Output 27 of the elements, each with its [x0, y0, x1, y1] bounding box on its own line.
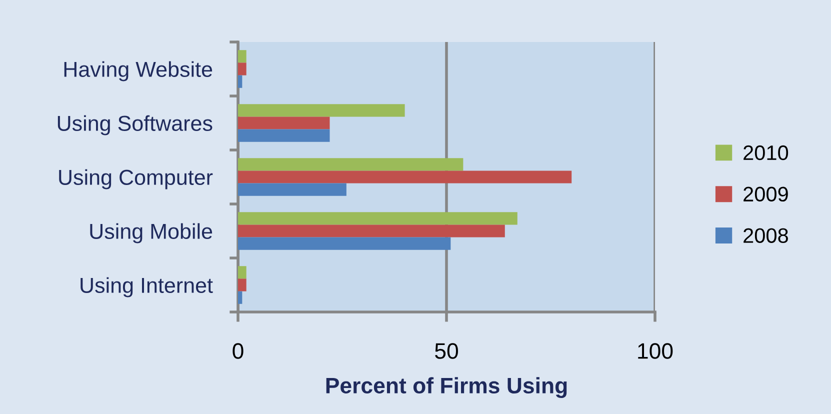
bar: [238, 129, 330, 142]
bar: [238, 212, 518, 225]
bar: [238, 224, 505, 238]
bar: [238, 116, 330, 130]
x-tick-label: 100: [638, 343, 673, 359]
bar: [238, 237, 451, 250]
bar: [238, 278, 246, 292]
bar: [238, 291, 242, 304]
legend-label: 2008: [744, 228, 788, 243]
legend-label: 2010: [744, 145, 788, 160]
y-tick-label: Using Softwares: [58, 115, 212, 136]
bar: [238, 158, 464, 171]
x-tick-label: 0: [232, 343, 244, 359]
x-axis-title: Percent of Firms Using: [326, 377, 567, 398]
y-tick-label: Using Mobile: [90, 223, 212, 244]
bar: [238, 50, 246, 63]
legend-label: 2009: [744, 186, 788, 202]
y-tick-label: Using Computer: [59, 169, 213, 190]
bar: [238, 170, 572, 184]
y-tick-label: Having Website: [64, 61, 212, 82]
bar: [238, 266, 246, 279]
y-tick-label: Using Internet: [80, 277, 213, 298]
bar: [238, 104, 405, 117]
bar: [238, 62, 246, 76]
bar: [238, 183, 346, 196]
bar: [238, 75, 242, 88]
x-tick-label: 50: [435, 343, 458, 359]
